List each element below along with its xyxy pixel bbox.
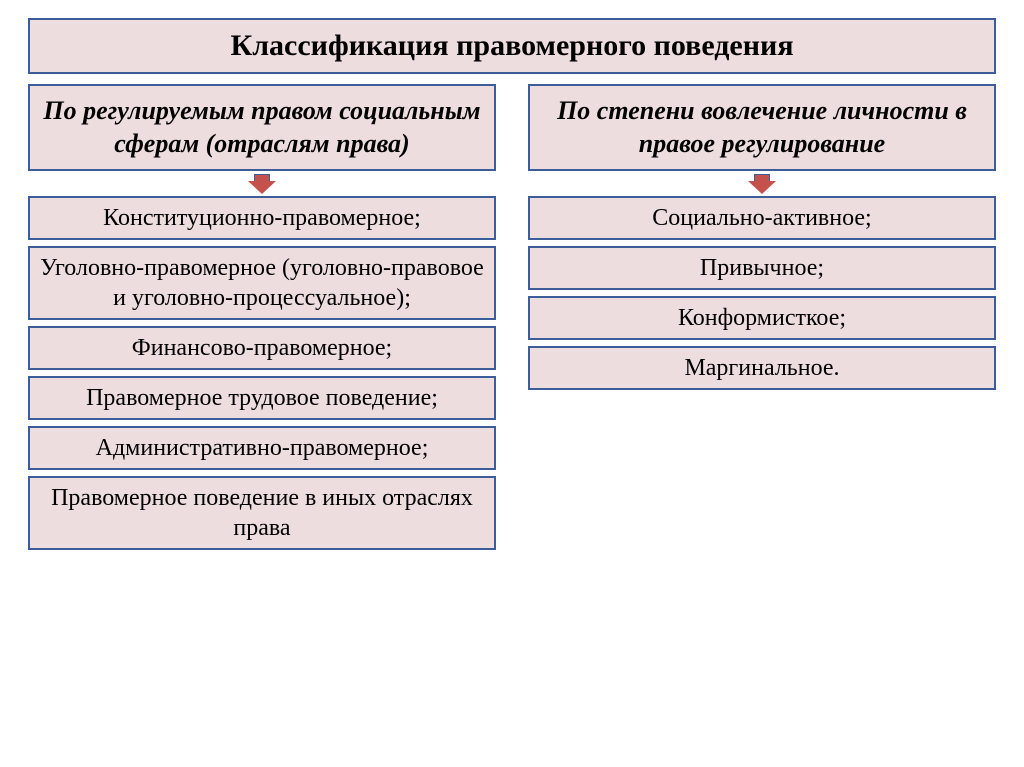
left-item: Правомерное трудовое поведение;	[28, 376, 496, 420]
left-column: По регулируемым правом социальным сферам…	[28, 84, 496, 556]
right-item: Конформисткое;	[528, 296, 996, 340]
columns-container: По регулируемым правом социальным сферам…	[28, 84, 996, 556]
left-item: Уголовно-правомерное (уголовно-правовое …	[28, 246, 496, 320]
left-item: Административно-правомерное;	[28, 426, 496, 470]
left-item: Конституционно-правомерное;	[28, 196, 496, 240]
left-header: По регулируемым правом социальным сферам…	[28, 84, 496, 171]
left-arrow	[28, 174, 496, 194]
right-arrow	[528, 174, 996, 194]
left-item: Финансово-правомерное;	[28, 326, 496, 370]
left-item: Правомерное поведение в иных отраслях пр…	[28, 476, 496, 550]
right-item: Социально-активное;	[528, 196, 996, 240]
right-header: По степени вовлечение личности в правое …	[528, 84, 996, 171]
diagram-title: Классификация правомерного поведения	[28, 18, 996, 74]
right-column: По степени вовлечение личности в правое …	[528, 84, 996, 556]
right-item: Привычное;	[528, 246, 996, 290]
right-item: Маргинальное.	[528, 346, 996, 390]
